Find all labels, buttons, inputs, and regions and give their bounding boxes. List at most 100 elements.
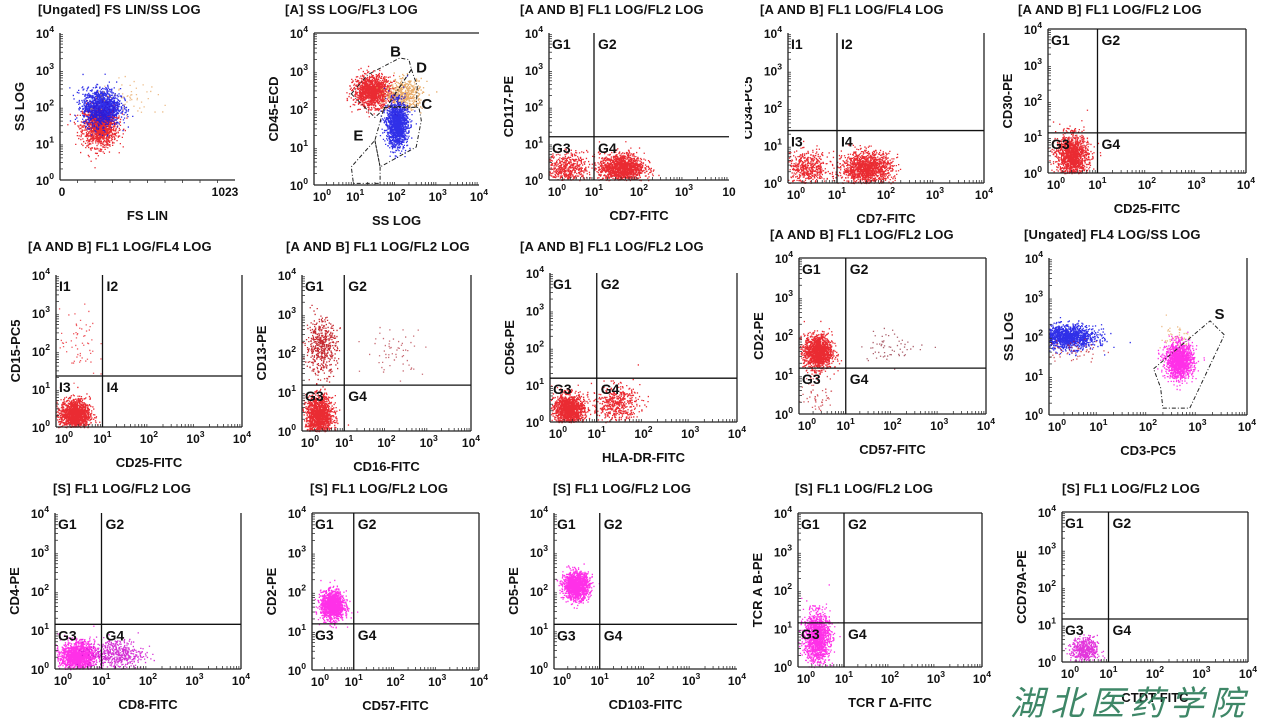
population-dots — [346, 65, 412, 118]
quadrant-gate[interactable] — [549, 33, 729, 180]
x-axis-label: SS LOG — [372, 213, 421, 228]
x-tick-labels: 100 101 102 103 104 — [313, 187, 488, 204]
region-gates[interactable] — [350, 57, 422, 184]
quadrant-gate[interactable] — [554, 513, 737, 669]
scatter-plot: 100 101 102 103 104 100 101 102 103 104 CD57-FITC C… — [751, 249, 995, 457]
y-tick-label: 103 — [530, 543, 548, 560]
population-dots — [798, 584, 841, 669]
population-dots — [55, 625, 107, 671]
y-tick-label: 101 — [774, 620, 792, 637]
y-tick-label: 101 — [526, 376, 544, 393]
quadrant-label: G4 — [850, 371, 869, 387]
x-tick-label: 104 — [1239, 664, 1257, 681]
x-tick-label: 100 — [1048, 417, 1066, 434]
quadrant-gate[interactable] — [1048, 29, 1246, 173]
population-0 — [314, 579, 359, 629]
y-tick-labels: 100 101 102 103 104 — [526, 264, 544, 430]
y-tick-label: 104 — [764, 24, 782, 41]
quadrant-gate[interactable] — [312, 513, 479, 670]
y-tick-label: 101 — [32, 380, 50, 397]
y-tick-label: 102 — [1025, 328, 1043, 345]
plot-panel: [S] FL1 LOG/FL2 LOG 100 101 102 103 104 100 101… — [0, 475, 268, 715]
plot-frame — [301, 275, 472, 432]
y-tick-label: 104 — [31, 504, 49, 521]
y-tick-label: 103 — [774, 543, 792, 560]
event-dots — [1049, 314, 1205, 391]
x-axis-label: CD57-FITC — [859, 442, 926, 457]
y-tick-label: 102 — [32, 342, 50, 359]
plot-panel: [Ungated] FS LIN/SS LOG 100 101 102 103 104 0 1… — [0, 0, 268, 240]
x-tick-label: 102 — [881, 669, 899, 686]
plot-title: [Ungated] FL4 LOG/SS LOG — [1024, 227, 1201, 242]
quadrant-gate[interactable] — [550, 273, 737, 422]
x-tick-labels: 100 101 102 103 104 — [301, 433, 480, 450]
x-axis-label: CD25-FITC — [116, 455, 183, 470]
y-tick-label: 104 — [530, 504, 548, 521]
x-tick-label: 104 — [233, 429, 251, 446]
quadrant-label: I2 — [107, 278, 119, 294]
region-gates[interactable] — [1153, 320, 1226, 409]
y-tick-label: 103 — [278, 305, 296, 322]
x-tick-label: 101 — [588, 424, 606, 441]
y-axis-label: CD15-PC5 — [8, 320, 23, 383]
x-tick-labels: 0 1023 — [59, 185, 239, 199]
plot-panel: [A AND B] FL1 LOG/FL2 LOG 100 101 102 103 104… — [1000, 0, 1268, 240]
quadrant-label: G4 — [848, 626, 867, 642]
quadrant-label: G1 — [58, 516, 77, 532]
plot-title: [S] FL1 LOG/FL2 LOG — [553, 481, 692, 496]
plot-title: [S] FL1 LOG/FL2 LOG — [53, 481, 192, 496]
x-tick-label: 102 — [387, 187, 405, 204]
quadrant-gate[interactable] — [56, 275, 242, 427]
quadrant-gate[interactable] — [799, 258, 986, 414]
x-tick-labels: 100 101 102 103 104 — [1048, 417, 1256, 434]
quadrant-gate[interactable] — [302, 275, 471, 431]
x-axis-label: CD7-FITC — [609, 208, 669, 223]
quadrant-label: G1 — [315, 516, 334, 532]
gate-S — [1153, 320, 1226, 409]
x-axis-label: CD8-FITC — [118, 697, 178, 712]
x-axis-label: CD57-FITC — [362, 698, 429, 713]
y-axis-label: TCR Α Β-PE — [750, 552, 765, 627]
quadrant-label: G2 — [348, 278, 367, 294]
y-tick-label: 103 — [1025, 288, 1043, 305]
quadrant-label: G1 — [557, 516, 576, 532]
quadrant-gate[interactable] — [55, 513, 241, 669]
quadrant-gate[interactable] — [788, 33, 984, 183]
y-tick-label: 103 — [764, 62, 782, 79]
population-0 — [549, 148, 599, 182]
y-tick-label: 100 — [1024, 164, 1042, 181]
event-dots — [56, 303, 102, 429]
plot-frame — [787, 33, 985, 184]
quadrant-gate[interactable] — [798, 513, 982, 667]
region-label: D — [416, 60, 427, 77]
plot-panel: [S] FL1 LOG/FL2 LOG 100 101 102 103 104 100 101… — [750, 475, 1018, 715]
region-label: S — [1214, 306, 1224, 323]
quadrant-label: I2 — [841, 36, 853, 52]
axis-ticks — [788, 34, 983, 183]
x-tick-label: 100 — [1047, 175, 1065, 192]
x-axis-label: HLA-DR-FITC — [602, 450, 686, 465]
population-dots — [68, 632, 155, 670]
region-label: C — [421, 96, 432, 113]
quadrant-label: G1 — [305, 278, 324, 294]
y-tick-label: 103 — [31, 543, 49, 560]
y-tick-labels: 100 101 102 103 104 — [775, 249, 793, 422]
quadrant-gate[interactable] — [1062, 512, 1248, 662]
x-tick-label: 104 — [1238, 417, 1256, 434]
x-tick-label: 103 — [681, 424, 699, 441]
y-tick-label: 100 — [775, 405, 793, 422]
y-axis-label: CCD79A-PE — [1014, 550, 1029, 624]
scatter-plot: 100 101 102 103 104 100 101 102 103 104 CTDT-FITC C… — [1014, 503, 1257, 705]
plot-title: [A AND B] FL1 LOG/FL2 LOG — [770, 227, 954, 242]
population-2 — [861, 327, 936, 370]
event-dots — [55, 625, 155, 671]
x-tick-labels: 100 101 102 103 104 — [798, 416, 995, 433]
x-tick-label: 102 — [1138, 175, 1156, 192]
population-0 — [56, 386, 101, 429]
x-tick-label: 101 — [1089, 417, 1107, 434]
population-dots — [788, 140, 855, 184]
population-1 — [1049, 338, 1109, 363]
y-tick-label: 104 — [525, 24, 543, 41]
population-dots — [58, 303, 102, 384]
scatter-plot: 100 101 102 103 104 100 101 102 103 104 CD3-PC5 SS … — [1001, 249, 1256, 458]
